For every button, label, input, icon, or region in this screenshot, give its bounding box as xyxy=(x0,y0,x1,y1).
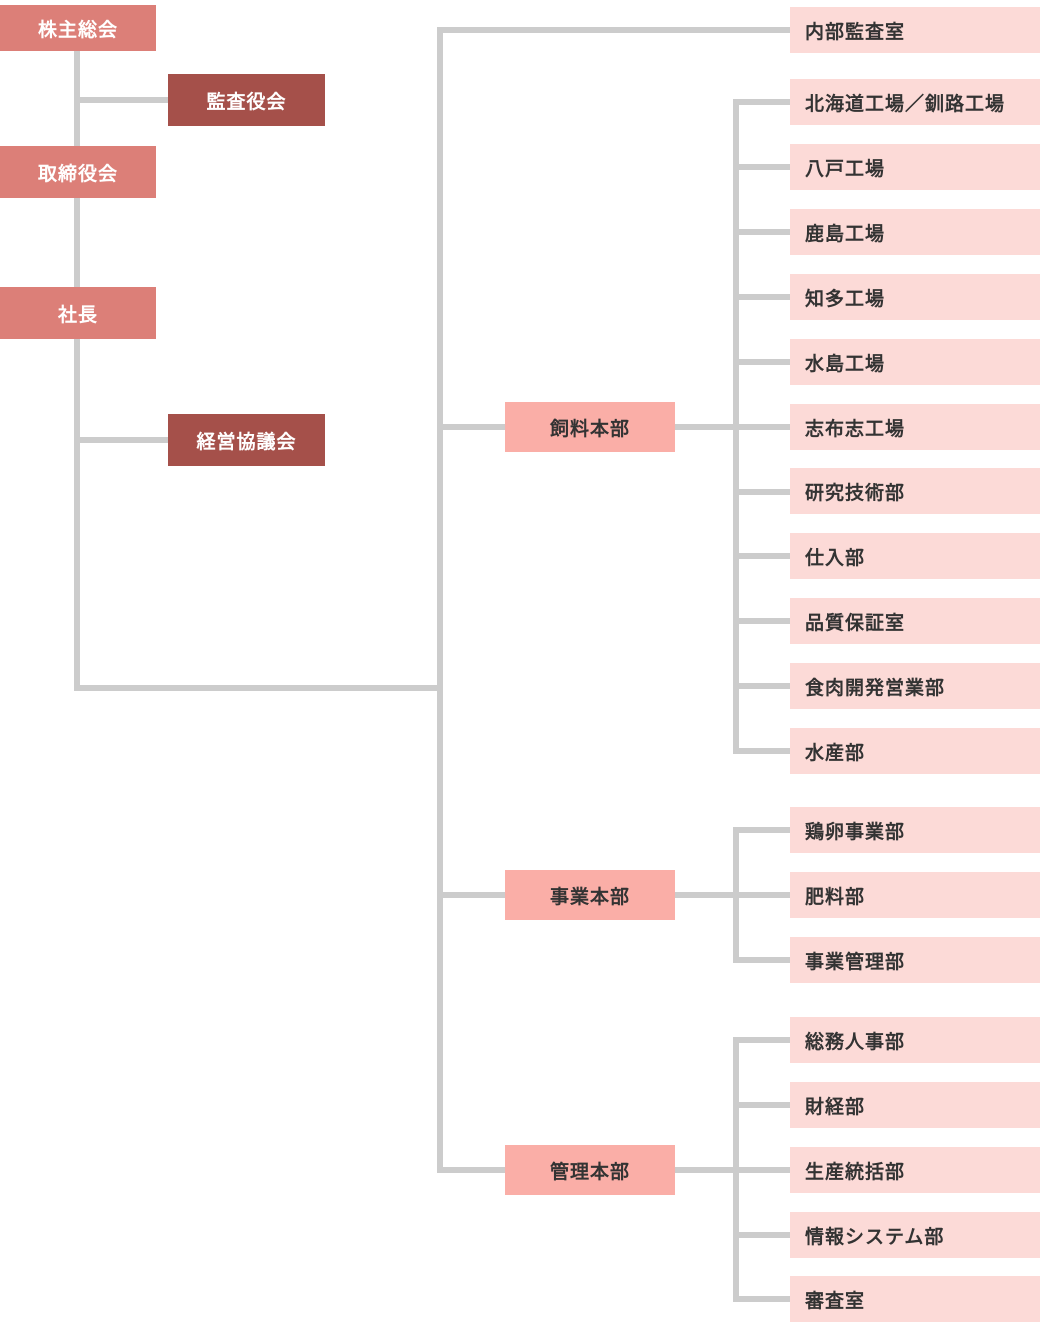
dept-kashima-plant: 鹿島工場 xyxy=(790,209,1040,255)
node-shareholders-meeting: 株主総会 xyxy=(0,5,156,51)
dept-production-control: 生産統括部 xyxy=(790,1147,1040,1193)
node-internal-audit-office: 内部監査室 xyxy=(790,7,1040,53)
connector-stub-hachinohe xyxy=(733,164,790,170)
dept-hachinohe-plant: 八戸工場 xyxy=(790,144,1040,190)
connector-stub-meat xyxy=(733,683,790,689)
connector-stub-quality xyxy=(733,618,790,624)
connector-feed-subtrunk xyxy=(733,99,739,754)
dept-mizushima-plant: 水島工場 xyxy=(790,339,1040,385)
dept-quality-assurance: 品質保証室 xyxy=(790,598,1040,644)
connector-stub-egg xyxy=(733,827,790,833)
connector-stub-mizushima xyxy=(733,359,790,365)
connector-internal-audit-branch xyxy=(437,27,790,33)
connector-stub-hokkaido xyxy=(733,99,790,105)
node-feed-division: 飼料本部 xyxy=(505,402,675,452)
node-admin-division: 管理本部 xyxy=(505,1145,675,1195)
node-president: 社長 xyxy=(0,287,156,339)
connector-stub-research xyxy=(733,489,790,495)
dept-examination-office: 審査室 xyxy=(790,1276,1040,1322)
connector-stub-examination xyxy=(733,1296,790,1302)
connector-stub-marine xyxy=(733,748,790,754)
node-business-division: 事業本部 xyxy=(505,870,675,920)
node-management-council: 経営協議会 xyxy=(168,414,325,466)
connector-stub-kashima xyxy=(733,229,790,235)
connector-stub-finance xyxy=(733,1102,790,1108)
connector-stub-business-admin xyxy=(733,957,790,963)
connector-audit-board-branch xyxy=(74,97,168,103)
connector-admin-subtrunk xyxy=(733,1037,739,1302)
dept-marine-products: 水産部 xyxy=(790,728,1040,774)
connector-management-council-branch xyxy=(74,437,168,443)
dept-purchasing: 仕入部 xyxy=(790,533,1040,579)
connector-stub-general-affairs xyxy=(733,1037,790,1043)
connector-stub-chita xyxy=(733,294,790,300)
dept-information-systems: 情報システム部 xyxy=(790,1212,1040,1258)
connector-trunk-vertical xyxy=(437,27,443,1173)
dept-business-administration: 事業管理部 xyxy=(790,937,1040,983)
dept-general-affairs-hr: 総務人事部 xyxy=(790,1017,1040,1063)
dept-meat-development-sales: 食肉開発営業部 xyxy=(790,663,1040,709)
dept-egg-business: 鶏卵事業部 xyxy=(790,807,1040,853)
dept-fertilizer: 肥料部 xyxy=(790,872,1040,918)
connector-president-to-trunk xyxy=(74,685,443,691)
node-audit-board: 監査役会 xyxy=(168,74,325,126)
connector-governance-vertical xyxy=(74,51,80,691)
node-board-of-directors: 取締役会 xyxy=(0,146,156,198)
connector-business-subtrunk xyxy=(733,827,739,963)
connector-stub-info-systems xyxy=(733,1232,790,1238)
dept-shibushi-plant: 志布志工場 xyxy=(790,404,1040,450)
dept-hokkaido-kushiro-plant: 北海道工場／釧路工場 xyxy=(790,79,1040,125)
dept-finance: 財経部 xyxy=(790,1082,1040,1128)
dept-chita-plant: 知多工場 xyxy=(790,274,1040,320)
dept-research-technology: 研究技術部 xyxy=(790,468,1040,514)
connector-stub-purchasing xyxy=(733,553,790,559)
